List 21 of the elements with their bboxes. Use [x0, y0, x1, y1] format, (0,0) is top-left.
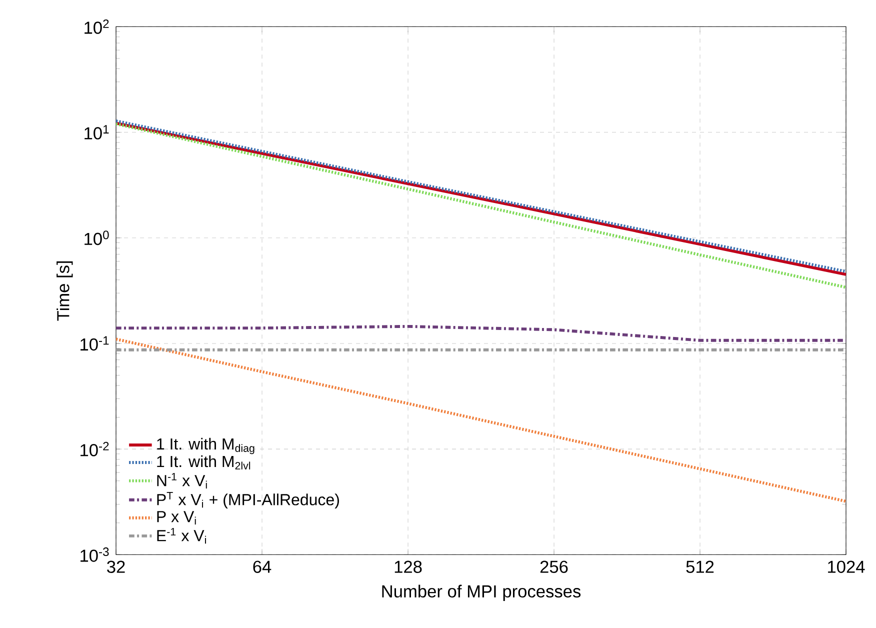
y-tick-label: 10$^{-1}$ — [80, 336, 109, 351]
x-tick-label: 256 — [540, 560, 568, 573]
y-tick-label: 10$^{-3}$ — [80, 547, 109, 562]
x-tick-label: 32 — [107, 560, 125, 573]
legend-label: P x V$_{i}$ — [157, 511, 196, 525]
y-tick-label: 10$^{0}$ — [84, 230, 109, 246]
legend-label: 1 It. with M$_{2lvl}$ — [157, 455, 250, 470]
y-tick-label: 10$^{2}$ — [84, 19, 109, 34]
legend-label: E$^{-1}$ x V$_{i}$ — [157, 528, 206, 544]
y-axis-title: Time [s] — [56, 261, 73, 321]
legend-label: 1 It. with M$_{diag}$ — [157, 438, 254, 454]
x-tick-label: 128 — [394, 560, 422, 573]
y-tick-label: 10$^{1}$ — [84, 125, 109, 140]
legend-label: P$^{T}$ x V$_{i}$ + (MPI-AllReduce) — [157, 492, 339, 508]
x-tick-label: 512 — [686, 560, 714, 573]
x-tick-label: 64 — [253, 560, 272, 573]
x-axis-title: Number of MPI processes — [382, 584, 581, 601]
x-tick-label: 1024 — [828, 560, 865, 573]
line-series — [116, 324, 846, 342]
legend-label: N$^{-1}$ x V$_{i}$ — [157, 472, 207, 488]
y-tick-label: 10$^{-2}$ — [80, 442, 109, 456]
